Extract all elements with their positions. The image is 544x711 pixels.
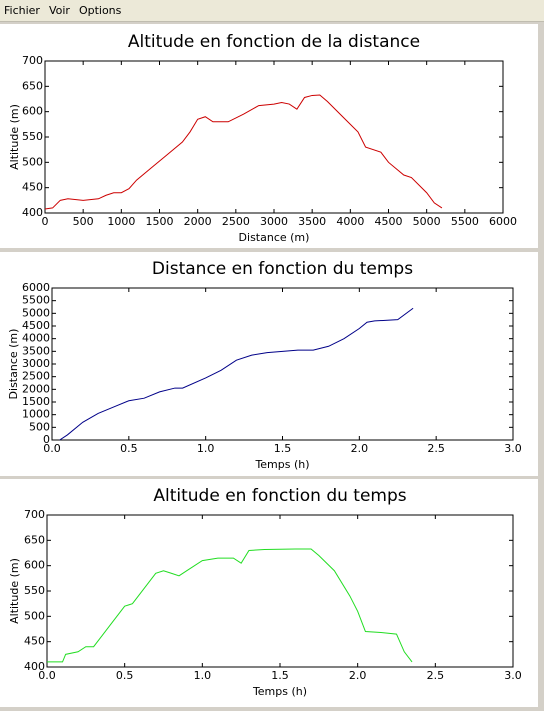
plot-frame bbox=[44, 60, 504, 214]
x-tick-label: 4000 bbox=[336, 215, 364, 228]
x-axis-label: Temps (h) bbox=[254, 458, 309, 471]
y-tick-label: 650 bbox=[24, 533, 45, 546]
y-tick-label: 3000 bbox=[22, 357, 50, 370]
y-tick-label: 4000 bbox=[22, 332, 50, 345]
y-tick-label: 600 bbox=[24, 559, 45, 572]
x-tick-label: 5500 bbox=[451, 215, 479, 228]
y-tick-label: 400 bbox=[22, 206, 43, 219]
y-tick-label: 4500 bbox=[22, 319, 50, 332]
x-tick-label: 3500 bbox=[298, 215, 326, 228]
y-axis-label: Distance (m) bbox=[7, 329, 20, 400]
x-tick-label: 1000 bbox=[107, 215, 135, 228]
x-tick-label: 2.5 bbox=[427, 669, 445, 682]
data-line bbox=[44, 94, 443, 210]
x-tick-label: 2.0 bbox=[351, 442, 369, 455]
y-tick-label: 650 bbox=[22, 79, 43, 92]
y-tick-label: 1500 bbox=[22, 395, 50, 408]
y-tick-label: 6000 bbox=[22, 281, 50, 294]
y-tick-label: 5000 bbox=[22, 306, 50, 319]
chart-title: Altitude en fonction du temps bbox=[153, 486, 406, 506]
y-tick-label: 550 bbox=[24, 584, 45, 597]
x-tick-label: 0.0 bbox=[38, 669, 56, 682]
y-tick-label: 450 bbox=[24, 635, 45, 648]
y-tick-label: 550 bbox=[22, 130, 43, 143]
x-tick-label: 0.5 bbox=[116, 669, 134, 682]
x-tick-label: 0.0 bbox=[43, 442, 61, 455]
x-tick-label: 500 bbox=[73, 215, 94, 228]
x-tick-label: 1.0 bbox=[194, 669, 212, 682]
y-tick-label: 0 bbox=[43, 433, 50, 446]
x-tick-label: 1.5 bbox=[271, 669, 289, 682]
x-tick-label: 1.0 bbox=[197, 442, 215, 455]
data-line bbox=[59, 307, 414, 441]
x-axis-label: Distance (m) bbox=[239, 231, 310, 244]
y-tick-label: 700 bbox=[24, 508, 45, 521]
x-tick-label: 2500 bbox=[222, 215, 250, 228]
y-tick-label: 2500 bbox=[22, 370, 50, 383]
plot-frame bbox=[51, 287, 514, 441]
x-tick-label: 1500 bbox=[146, 215, 174, 228]
y-tick-label: 600 bbox=[22, 105, 43, 118]
x-tick-label: 5000 bbox=[413, 215, 441, 228]
x-tick-label: 4500 bbox=[375, 215, 403, 228]
y-axis-label: Altitude (m) bbox=[8, 104, 21, 170]
menu-item[interactable]: Voir bbox=[48, 4, 70, 17]
plot-frame bbox=[46, 514, 514, 668]
menu-item[interactable]: Fichier bbox=[4, 4, 40, 17]
x-tick-label: 2.5 bbox=[427, 442, 445, 455]
x-tick-label: 6000 bbox=[489, 215, 517, 228]
x-axis-label: Temps (h) bbox=[252, 685, 307, 698]
y-tick-label: 1000 bbox=[22, 408, 50, 421]
x-tick-label: 0 bbox=[42, 215, 49, 228]
chart-title: Altitude en fonction de la distance bbox=[128, 32, 420, 52]
data-line bbox=[47, 548, 413, 663]
y-tick-label: 500 bbox=[29, 420, 50, 433]
x-tick-label: 1.5 bbox=[274, 442, 292, 455]
y-tick-label: 5500 bbox=[22, 294, 50, 307]
y-tick-label: 3500 bbox=[22, 344, 50, 357]
y-tick-label: 450 bbox=[22, 181, 43, 194]
menu-item[interactable]: Options bbox=[78, 4, 122, 17]
y-tick-label: 500 bbox=[24, 609, 45, 622]
x-tick-label: 3.0 bbox=[504, 442, 522, 455]
y-tick-label: 400 bbox=[24, 660, 45, 673]
x-tick-label: 3.0 bbox=[504, 669, 522, 682]
x-tick-label: 3000 bbox=[260, 215, 288, 228]
y-tick-label: 700 bbox=[22, 54, 43, 67]
x-tick-label: 0.5 bbox=[120, 442, 138, 455]
x-tick-label: 2.0 bbox=[349, 669, 367, 682]
chart-title: Distance en fonction du temps bbox=[152, 259, 413, 279]
y-tick-label: 500 bbox=[22, 155, 43, 168]
y-axis-label: Altitude (m) bbox=[8, 558, 21, 624]
x-tick-label: 2000 bbox=[184, 215, 212, 228]
y-tick-label: 2000 bbox=[22, 382, 50, 395]
menu-bar: Fichier Voir Options bbox=[0, 0, 544, 22]
